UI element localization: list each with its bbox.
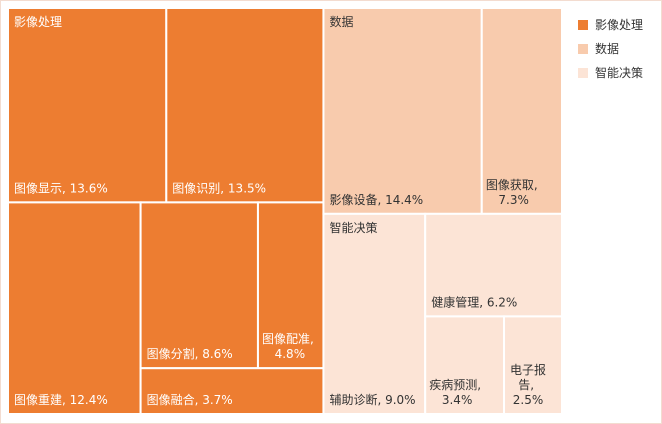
cell-label: 图像显示, 13.6%: [14, 181, 108, 195]
label-line: 图像显示, 13.6%: [14, 181, 108, 195]
legend-label: 数据: [595, 41, 619, 56]
label-line: 健康管理, 6.2%: [431, 294, 517, 309]
cell-label: 图像分割, 8.6%: [147, 346, 233, 361]
group-label: 智能决策: [329, 220, 377, 235]
cell-label: 图像获取, 7.3%: [486, 178, 542, 207]
cell-label: 影像设备, 14.4%: [329, 193, 423, 207]
label-line: 图像融合, 3.7%: [147, 392, 233, 407]
treemap-cell: [7, 201, 142, 415]
label-line: 辅助诊断, 9.0%: [329, 392, 415, 407]
treemap-cell: [139, 367, 325, 416]
label-line: 2.5%: [513, 393, 544, 407]
label-line: 电子报: [510, 362, 546, 377]
treemap-cell: [503, 315, 564, 415]
group-label: 数据: [329, 14, 353, 29]
treemap-cell: [424, 315, 506, 415]
cell-label: 辅助诊断, 9.0%: [329, 392, 415, 407]
cell-label: 健康管理, 6.2%: [431, 294, 517, 309]
watermark: vcbeat.top: [574, 401, 638, 415]
label-line: 疾病预测,: [429, 377, 485, 392]
cell-label: 图像配准, 4.8%: [262, 332, 318, 361]
treemap-cell: [165, 7, 325, 204]
label-line: 图像配准,: [262, 332, 318, 346]
treemap-cell: [322, 7, 483, 215]
legend-label: 智能决策: [595, 65, 643, 80]
treemap-cell: [256, 201, 325, 370]
group-label: 影像处理: [14, 15, 62, 29]
cell-label: 电子报告, 2.5%: [510, 362, 546, 407]
cell-label: 图像重建, 12.4%: [14, 393, 108, 407]
treemap-cell: [139, 201, 259, 370]
label-line: 图像分割, 8.6%: [147, 346, 233, 361]
cell-label: 疾病预测, 3.4%: [429, 377, 485, 407]
label-line: 3.4%: [442, 393, 473, 407]
label-line: 图像获取,: [486, 178, 542, 192]
treemap-cell: [480, 7, 563, 215]
label-line: 图像重建, 12.4%: [14, 393, 108, 407]
label-line: 影像设备, 14.4%: [329, 193, 423, 207]
label-line: 图像识别, 13.5%: [172, 181, 266, 195]
label-line: 7.3%: [498, 193, 529, 207]
treemap-cell: [7, 7, 168, 204]
legend-swatch: [578, 20, 588, 30]
legend-swatch: [578, 44, 588, 54]
cell-label: 图像融合, 3.7%: [147, 392, 233, 407]
label-line: 4.8%: [275, 347, 306, 361]
cell-label: 图像识别, 13.5%: [172, 181, 266, 195]
legend-label: 影像处理: [595, 18, 643, 32]
treemap-cell: [322, 212, 427, 415]
legend-swatch: [578, 68, 588, 78]
watermark: 动脉网: [568, 386, 604, 401]
label-line: 告,: [518, 378, 538, 392]
treemap-cell: [424, 212, 563, 318]
